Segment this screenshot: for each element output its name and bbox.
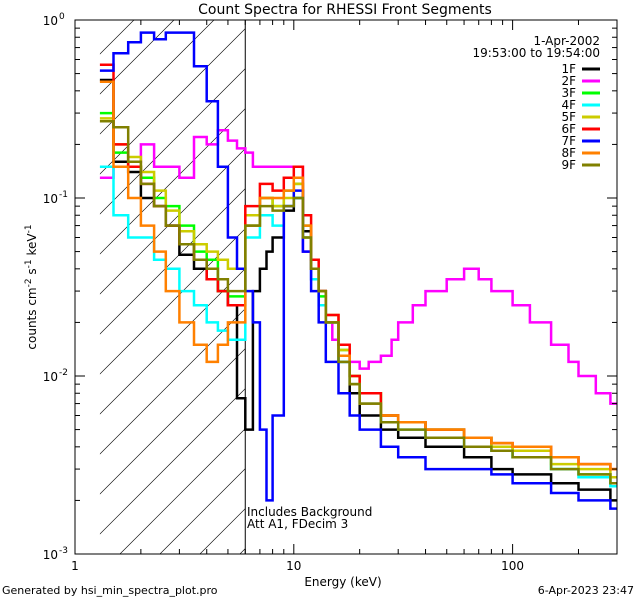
series-lines — [99, 31, 617, 510]
series-line-2F — [99, 129, 617, 405]
y-tick-exponent: -3 — [59, 546, 68, 556]
x-tick-label: 100 — [501, 559, 524, 573]
y-tick-exponent: 0 — [59, 12, 65, 22]
timestamp-label: 6-Apr-2023 23:47 — [538, 584, 634, 597]
plot-frame — [74, 19, 618, 555]
x-tick-label: 1 — [71, 559, 79, 573]
y-tick-exponent: -2 — [59, 368, 68, 378]
y-tick-exponent: -1 — [59, 190, 68, 200]
hatched-region — [75, 20, 617, 554]
hatch-line — [75, 20, 255, 200]
y-tick-label: 10 — [43, 548, 58, 562]
y-tick-label: 10 — [43, 192, 58, 206]
date-label: 1-Apr-2002 — [533, 34, 600, 48]
legend-label-1F: 1F — [561, 62, 576, 76]
series-line-9F — [99, 119, 617, 485]
legend-label-8F: 8F — [561, 146, 576, 160]
legend-label-7F: 7F — [561, 134, 576, 148]
background-note: Includes Background — [247, 505, 372, 519]
legend-label-4F: 4F — [561, 98, 576, 112]
legend-label-6F: 6F — [561, 122, 576, 136]
hatch-mask-left — [75, 20, 100, 554]
x-tick-label: 10 — [286, 559, 301, 573]
chart-title: Count Spectra for RHESSI Front Segments — [198, 2, 492, 18]
x-axis-label: Energy (keV) — [304, 575, 381, 589]
legend-label-2F: 2F — [561, 74, 576, 88]
hatch-line — [75, 20, 215, 160]
y-axis-label: counts cm-2 s-1 keV-1 — [24, 224, 39, 349]
y-tick-label: 10 — [43, 14, 58, 28]
legend-label-3F: 3F — [561, 86, 576, 100]
generated-by-label: Generated by hsi_min_spectra_plot.pro — [2, 584, 218, 597]
time-range-label: 19:53:00 to 19:54:00 — [473, 46, 600, 60]
hatch-line — [75, 20, 295, 240]
legend-label-9F: 9F — [561, 158, 576, 172]
legend-label-5F: 5F — [561, 110, 576, 124]
y-tick-label: 10 — [43, 370, 58, 384]
attenuator-note: Att A1, FDecim 3 — [247, 517, 348, 531]
